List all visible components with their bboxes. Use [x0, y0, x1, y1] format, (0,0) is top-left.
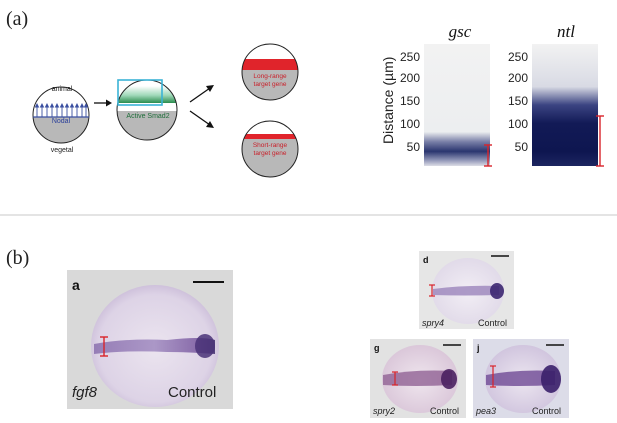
gene-label-pea3: pea3	[476, 406, 497, 416]
ntl-image	[532, 44, 598, 166]
active-smad2-label: Active Smad2	[126, 113, 170, 120]
gene-label-spry4: spry4	[422, 318, 445, 328]
gsc-image	[424, 44, 490, 166]
gene-title-gsc: gsc	[448, 22, 472, 41]
long-range-label: Long-range target gene	[253, 73, 287, 88]
tick-label-gsc: 150	[399, 94, 420, 108]
pea3-embryo-image	[473, 339, 569, 418]
subpanel-a-letter: a	[72, 277, 80, 293]
tick-label-gsc: 50	[406, 140, 420, 154]
zoom-box	[117, 79, 163, 106]
tick-label-ntl: 200	[507, 71, 528, 85]
gene-label-spry2: spry2	[373, 406, 396, 416]
nodal-label: Nodal	[51, 118, 71, 125]
subpanel-g-letter: g	[374, 343, 380, 353]
short-range-label: Short-range target gene	[252, 142, 288, 157]
range-bracket-ntl	[596, 115, 604, 167]
subpanel-d-letter: d	[423, 255, 429, 265]
section-divider	[0, 214, 617, 216]
gene-label-fgf8: fgf8	[72, 384, 98, 401]
arrow-right-icon	[94, 99, 112, 107]
tick-label-ntl: 250	[507, 50, 528, 64]
subpanel-j-letter: j	[477, 343, 480, 353]
condition-label: Control	[532, 406, 562, 416]
embryo-long-range	[241, 43, 299, 101]
tick-label-gsc: 250	[399, 50, 420, 64]
tick-label-gsc: 100	[399, 117, 420, 131]
panel-b-label: (b)	[6, 247, 30, 269]
gene-title-ntl: ntl	[557, 22, 575, 41]
vegetal-label: vegetal	[50, 147, 74, 154]
tick-label-ntl: 150	[507, 94, 528, 108]
spry2-embryo-image	[370, 339, 466, 418]
tick-label-ntl: 50	[514, 140, 528, 154]
spry4-embryo-image	[419, 251, 514, 329]
in-situ-images	[424, 44, 604, 167]
embryo-active-smad2	[116, 79, 178, 141]
fork-arrows-icon	[189, 85, 214, 128]
condition-label: Control	[168, 384, 217, 401]
animal-label: animal	[51, 86, 73, 93]
fgf8-embryo-image	[67, 270, 233, 409]
embryo-nodal	[32, 86, 90, 144]
nodal-smad2-diagram	[32, 43, 299, 178]
embryo-short-range	[241, 120, 299, 178]
range-bracket-gsc	[484, 144, 492, 167]
condition-label: Control	[430, 406, 460, 416]
tick-label-gsc: 200	[399, 71, 420, 85]
tick-label-ntl: 100	[507, 117, 528, 131]
condition-label: Control	[478, 318, 508, 328]
panel-a-label: (a)	[6, 8, 29, 30]
nodal-arrows	[34, 102, 89, 117]
range-bracket-fgf8	[100, 336, 108, 357]
